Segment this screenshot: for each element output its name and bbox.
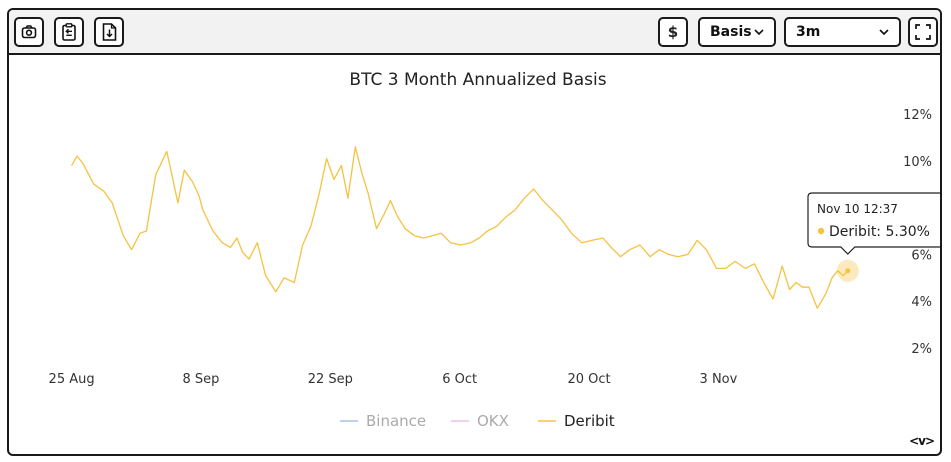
y-tick-label: 4% [911, 295, 932, 310]
chart-toolbar: $ Basis 3m [9, 10, 940, 55]
y-tick-label: 2% [911, 342, 932, 357]
copy-button[interactable] [54, 17, 84, 47]
hover-point [845, 268, 851, 274]
fullscreen-icon [915, 24, 931, 40]
chart-widget: $ Basis 3m BTC 3 Month Annualized Basis … [7, 8, 942, 456]
chevron-down-icon [754, 29, 764, 35]
metric-select[interactable]: Basis [698, 17, 776, 47]
download-file-icon [102, 23, 116, 41]
collapse-toggle[interactable]: <v> [909, 434, 935, 448]
x-tick-label: 22 Sep [308, 372, 353, 387]
download-button[interactable] [94, 17, 124, 47]
legend-label: OKX [477, 412, 509, 430]
legend-label: Deribit [564, 412, 615, 430]
range-select[interactable]: 3m [784, 17, 901, 47]
y-tick-label: 6% [911, 248, 932, 263]
legend-label: Binance [366, 412, 426, 430]
y-tick-label: 12% [903, 108, 932, 123]
currency-label: $ [667, 23, 679, 41]
series-line-deribit [71, 146, 849, 309]
tooltip: Nov 10 12:37 Deribit: 5.30% [807, 192, 940, 255]
chart-canvas: BTC 3 Month Annualized Basis 2%4%6%8%10%… [49, 70, 940, 430]
chart-area: BTC 3 Month Annualized Basis 2%4%6%8%10%… [9, 55, 940, 454]
x-tick-label: 6 Oct [442, 372, 477, 387]
range-select-value: 3m [796, 24, 821, 40]
x-tick-label: 25 Aug [49, 372, 95, 387]
x-tick-label: 20 Oct [567, 372, 610, 387]
chevron-down-icon [879, 29, 889, 35]
currency-toggle-button[interactable]: $ [658, 17, 688, 47]
tooltip-time: Nov 10 12:37 [817, 202, 898, 216]
tooltip-box [807, 192, 940, 255]
legend-item-binance[interactable]: Binance [340, 412, 426, 430]
camera-icon [21, 25, 37, 39]
screenshot-button[interactable] [14, 17, 44, 47]
clipboard-copy-icon [62, 23, 76, 41]
y-tick-label: 10% [903, 155, 932, 170]
x-tick-label: 8 Sep [183, 372, 220, 387]
legend-item-deribit[interactable]: Deribit [538, 412, 615, 430]
chart-title: BTC 3 Month Annualized Basis [349, 70, 606, 90]
metric-select-value: Basis [710, 24, 752, 40]
legend-item-okx[interactable]: OKX [451, 412, 509, 430]
fullscreen-button[interactable] [908, 17, 938, 47]
tooltip-series-dot [817, 227, 825, 235]
x-tick-label: 3 Nov [700, 372, 738, 387]
tooltip-value: Deribit: 5.30% [829, 224, 930, 240]
